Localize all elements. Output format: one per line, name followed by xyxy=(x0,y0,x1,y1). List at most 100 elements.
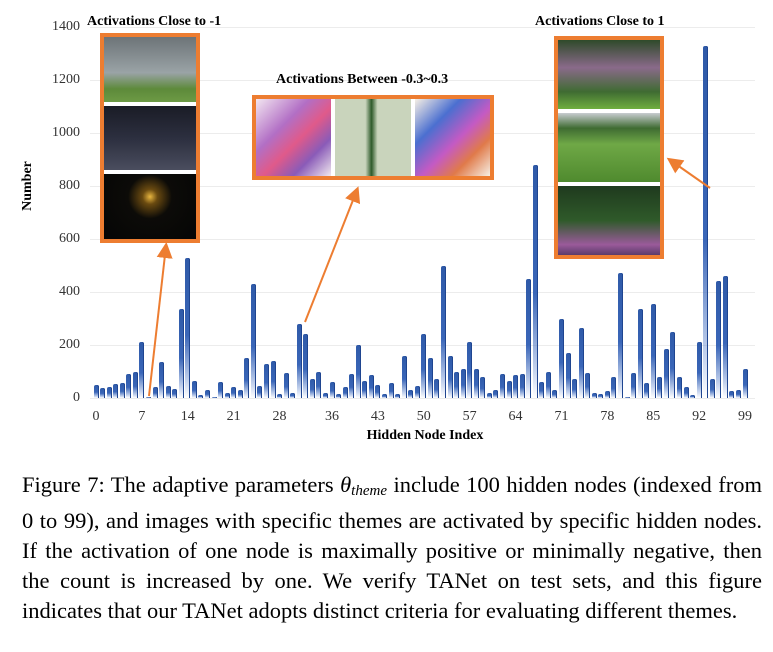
bar-node-24 xyxy=(250,284,256,398)
x-tick-label: 92 xyxy=(692,409,707,424)
bar-node-75 xyxy=(585,372,591,398)
bar-node-66 xyxy=(526,278,532,398)
bar-node-32 xyxy=(303,334,309,398)
bar-node-23 xyxy=(244,358,250,398)
y-tick-label: 200 xyxy=(59,337,80,352)
bar-chart-figure: 0 200 400 600 800 1000 1200 1400 Number 0 7 14 21 2… xyxy=(20,14,755,443)
image-green-calligraphy xyxy=(335,99,411,176)
bar-node-16 xyxy=(198,395,204,398)
x-tick-label: 64 xyxy=(508,409,523,424)
bar-node-15 xyxy=(191,380,197,398)
bar-node-73 xyxy=(572,379,578,398)
image-building-with-lawn xyxy=(104,37,196,102)
bar-node-89 xyxy=(676,376,682,398)
bar-node-61 xyxy=(493,390,499,398)
arrow-mid xyxy=(304,186,361,323)
bar-node-64 xyxy=(513,375,519,398)
y-axis-label: Number xyxy=(20,161,35,211)
bar-node-95 xyxy=(716,281,722,398)
x-tick-label: 36 xyxy=(325,409,339,424)
bar-node-68 xyxy=(539,382,545,398)
y-tick-label: 1000 xyxy=(52,125,80,140)
bar-node-2 xyxy=(106,386,112,398)
bar-node-13 xyxy=(178,309,184,398)
bar-node-82 xyxy=(631,372,637,398)
bar-node-57 xyxy=(467,342,473,398)
bar-node-99 xyxy=(742,368,748,398)
bar-node-0 xyxy=(93,384,99,398)
annotation-images-close-to-neg1 xyxy=(100,33,200,243)
x-tick-label: 99 xyxy=(738,409,752,424)
bar-node-59 xyxy=(480,376,486,398)
bar-node-92 xyxy=(696,342,702,398)
bar-node-39 xyxy=(349,374,355,398)
bar-node-8 xyxy=(145,396,151,398)
y-tick-label: 600 xyxy=(59,231,80,246)
bar-node-81 xyxy=(624,396,630,398)
x-tick-label: 43 xyxy=(370,409,385,424)
bar-node-85 xyxy=(650,303,656,398)
bar-node-45 xyxy=(388,383,394,398)
bar-node-62 xyxy=(499,374,505,398)
bar-node-50 xyxy=(421,334,427,398)
bar-node-74 xyxy=(578,327,584,398)
bar-node-42 xyxy=(368,375,374,398)
x-axis-label: Hidden Node Index xyxy=(366,428,484,443)
bar-node-56 xyxy=(460,368,466,398)
bar-node-94 xyxy=(709,379,715,398)
bar-node-96 xyxy=(722,276,728,398)
bar-node-18 xyxy=(211,396,217,398)
bar-node-26 xyxy=(263,363,269,398)
bar-node-1 xyxy=(100,387,106,398)
bar-node-25 xyxy=(257,386,263,398)
bar-node-28 xyxy=(277,394,283,398)
x-tick-label: 28 xyxy=(272,409,287,424)
y-tick-label: 1200 xyxy=(52,72,80,87)
bar-node-84 xyxy=(644,383,650,398)
bar-node-67 xyxy=(532,164,538,398)
bar-node-76 xyxy=(591,392,597,398)
bar-node-17 xyxy=(204,390,210,398)
gridline xyxy=(90,80,755,81)
bar-node-33 xyxy=(309,379,315,398)
bar-node-20 xyxy=(224,392,230,398)
bar-node-53 xyxy=(440,265,446,398)
bar-node-37 xyxy=(336,394,342,398)
caption-body: include 100 hidden nodes (indexed from 0… xyxy=(22,472,762,623)
bar-node-98 xyxy=(735,390,741,398)
bar-node-65 xyxy=(519,374,525,398)
y-tick-label: 400 xyxy=(59,284,80,299)
bar-node-30 xyxy=(290,392,296,398)
bar-node-6 xyxy=(132,371,138,398)
y-tick-label: 1400 xyxy=(52,19,80,34)
bar-node-31 xyxy=(296,323,302,398)
x-tick-label: 71 xyxy=(554,409,569,424)
bar-node-51 xyxy=(427,358,433,398)
bar-node-83 xyxy=(637,309,643,398)
bar-node-21 xyxy=(231,387,237,398)
bar-node-35 xyxy=(322,392,328,398)
bar-node-4 xyxy=(119,382,125,398)
gridline xyxy=(90,292,755,293)
caption-prefix: Figure 7: The adaptive parameters xyxy=(22,472,341,497)
bar-node-36 xyxy=(329,382,335,398)
image-house-at-night xyxy=(104,105,196,171)
x-tick-label: 14 xyxy=(180,409,195,424)
gridline xyxy=(90,186,755,187)
x-tick-label: 50 xyxy=(416,409,431,424)
bar-node-86 xyxy=(657,376,663,398)
bar-node-3 xyxy=(113,384,119,398)
bar-node-9 xyxy=(152,387,158,398)
bar-node-58 xyxy=(473,368,479,398)
bar-node-90 xyxy=(683,387,689,398)
annotation-images-between xyxy=(252,95,494,180)
bar-node-79 xyxy=(611,376,617,398)
bar-node-88 xyxy=(670,331,676,398)
bar-node-43 xyxy=(375,384,381,398)
caption-theta-symbol: θ xyxy=(340,472,352,497)
bar-node-93 xyxy=(703,45,709,398)
bar-node-46 xyxy=(395,394,401,398)
bar-node-27 xyxy=(270,360,276,398)
bar-node-78 xyxy=(604,391,610,398)
bar-node-14 xyxy=(185,257,191,398)
